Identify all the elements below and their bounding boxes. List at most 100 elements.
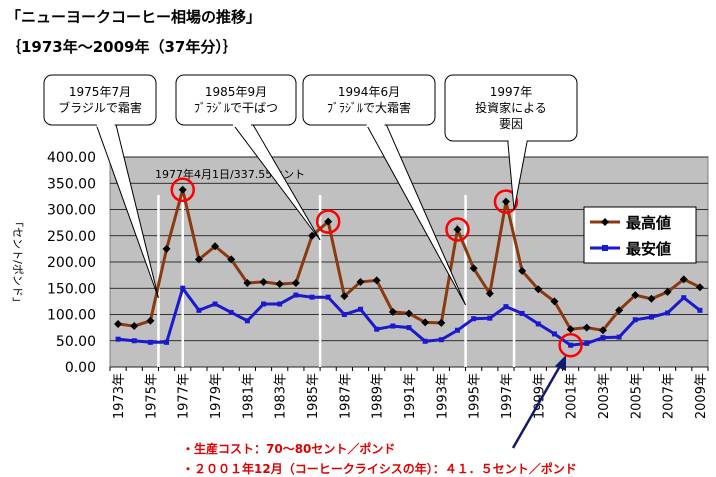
- callout-joint: [96, 122, 115, 127]
- y-tick-label: 0.00: [65, 360, 96, 376]
- data-point-high: [663, 287, 672, 296]
- data-point-high: [518, 266, 527, 275]
- data-point-low: [632, 317, 638, 323]
- x-tick-label: 2009年: [694, 373, 709, 419]
- data-point-low: [164, 339, 170, 345]
- data-point-low: [600, 335, 606, 341]
- data-point-high: [243, 279, 252, 287]
- highlight-circle: [558, 332, 583, 358]
- data-point-high: [679, 275, 688, 284]
- data-point-low: [180, 285, 186, 291]
- data-point-low: [358, 306, 364, 312]
- data-point-low: [309, 294, 315, 300]
- data-point-high: [194, 255, 203, 264]
- callout-text: 1985年9月: [205, 85, 267, 99]
- x-tick-label: 1981年: [241, 373, 256, 419]
- legend-marker: [602, 245, 608, 251]
- note-coffee-crisis: ・２００１年12月（コーヒークライシスの年）：４１．５セント／ポンド: [182, 462, 577, 476]
- data-point-high: [695, 283, 704, 292]
- data-point-high: [178, 185, 187, 194]
- x-tick-label: 1973年: [112, 373, 127, 419]
- callout-box: [43, 74, 157, 126]
- x-tick-label: 1991年: [403, 373, 418, 419]
- data-point-low: [503, 304, 509, 310]
- y-axis-label: 「セント/ポンド」: [11, 216, 24, 308]
- data-point-high: [437, 318, 446, 327]
- x-tick-label: 2001年: [565, 373, 580, 419]
- y-tick-label: 300.00: [47, 203, 96, 219]
- data-point-high: [631, 291, 640, 300]
- data-point-high: [501, 197, 510, 206]
- x-tick-label: 2007年: [662, 373, 677, 419]
- data-point-high: [372, 276, 381, 285]
- data-point-high: [647, 294, 656, 303]
- highlight-circle: [493, 189, 519, 214]
- y-tick-label: 250.00: [47, 229, 96, 245]
- data-point-high: [615, 306, 624, 315]
- data-point-high: [356, 277, 365, 286]
- callout-text: 1994年6月: [338, 85, 400, 99]
- y-tick-label: 150.00: [47, 281, 96, 297]
- data-point-low: [115, 336, 121, 342]
- data-point-low: [616, 334, 622, 340]
- data-point-low: [390, 323, 396, 329]
- legend-box: [583, 206, 697, 264]
- y-tick-label: 400.00: [47, 150, 96, 166]
- data-point-high: [308, 231, 317, 240]
- data-point-low: [487, 315, 493, 321]
- x-tick-label: 2003年: [597, 373, 612, 419]
- data-point-high: [534, 285, 543, 294]
- y-tick-label: 100.00: [47, 308, 96, 324]
- data-point-high: [566, 325, 575, 334]
- data-point-high: [324, 217, 333, 226]
- y-tick-label: 200.00: [47, 255, 96, 271]
- data-point-high: [421, 318, 430, 327]
- data-point-low: [454, 327, 460, 333]
- data-point-high: [453, 225, 462, 234]
- y-tick-label: 350.00: [47, 176, 96, 192]
- callout-text: 1997年: [490, 85, 533, 99]
- x-tick-label: 1983年: [274, 373, 289, 419]
- data-point-high: [227, 255, 236, 264]
- callout-box: [175, 74, 297, 126]
- x-tick-label: 1985年: [306, 373, 321, 419]
- x-tick-label: 1995年: [468, 373, 483, 419]
- data-point-high: [275, 280, 284, 289]
- data-point-high: [146, 316, 155, 325]
- data-point-high: [405, 309, 413, 318]
- data-point-low: [648, 314, 654, 320]
- callout-box: [302, 74, 436, 126]
- data-point-low: [374, 326, 380, 332]
- data-point-low: [665, 310, 671, 316]
- data-point-low: [261, 301, 267, 307]
- data-point-high: [162, 244, 171, 253]
- page-subtitle: ｛1973年～2009年（37年分）｝: [6, 38, 238, 56]
- x-tick-label: 1989年: [371, 373, 386, 419]
- crisis-arrow: [511, 365, 562, 449]
- data-point-low: [697, 307, 703, 313]
- x-tick-label: 2005年: [629, 373, 644, 419]
- data-point-high: [469, 264, 478, 273]
- x-tick-label: 1979年: [209, 373, 224, 419]
- note-production-cost: ・生産コスト：70～80セント／ポンド: [182, 442, 396, 456]
- x-tick-label: 1997年: [500, 373, 515, 419]
- data-point-high: [130, 322, 139, 331]
- data-point-low: [471, 316, 477, 322]
- data-point-high: [259, 277, 268, 286]
- data-point-low: [293, 292, 299, 298]
- legend-marker: [601, 218, 609, 226]
- callout-text: ﾌﾞﾗｼﾞﾙで干ばつ: [194, 101, 278, 115]
- callout-joint: [233, 122, 251, 127]
- data-point-low: [519, 310, 525, 316]
- data-point-high: [388, 307, 397, 316]
- data-point-low: [244, 318, 250, 324]
- data-point-low: [341, 312, 347, 317]
- data-point-low: [681, 295, 687, 301]
- callout-text: 投資家による: [475, 100, 547, 115]
- x-tick-label: 1977年: [177, 373, 192, 419]
- data-point-low: [147, 339, 153, 345]
- data-point-high: [340, 292, 349, 301]
- data-point-low: [406, 325, 412, 331]
- data-point-low: [584, 340, 590, 346]
